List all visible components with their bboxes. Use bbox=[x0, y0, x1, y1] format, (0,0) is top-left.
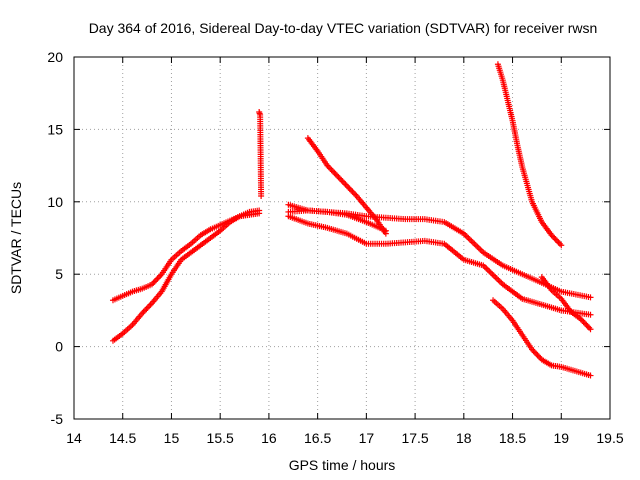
x-tick-label: 16.5 bbox=[304, 430, 331, 446]
x-tick-label: 16 bbox=[261, 430, 277, 446]
series-track-i bbox=[538, 274, 594, 333]
plot-frame bbox=[73, 56, 611, 420]
y-tick-label: 10 bbox=[47, 194, 63, 210]
x-axis-label: GPS time / hours bbox=[289, 457, 396, 473]
x-tick-label: 17 bbox=[359, 430, 375, 446]
series-track-f bbox=[304, 135, 389, 237]
chart-title: Day 364 of 2016, Sidereal Day-to-day VTE… bbox=[89, 20, 598, 36]
data-point bbox=[587, 372, 594, 379]
axis-ticks bbox=[73, 56, 611, 420]
series-track-h bbox=[285, 207, 389, 234]
y-tick-label: 20 bbox=[47, 49, 63, 65]
x-tick-label: 17.5 bbox=[401, 430, 428, 446]
x-tick-label: 15.5 bbox=[207, 430, 234, 446]
data-point bbox=[587, 311, 594, 318]
x-tick-label: 19 bbox=[553, 430, 569, 446]
y-tick-label: 5 bbox=[55, 266, 63, 282]
x-tick-label: 19.5 bbox=[596, 430, 623, 446]
data-point bbox=[558, 242, 565, 249]
x-tick-label: 14.5 bbox=[109, 430, 136, 446]
x-tick-label: 14 bbox=[66, 430, 82, 446]
y-tick-label: -5 bbox=[51, 411, 64, 427]
x-tick-label: 18 bbox=[456, 430, 472, 446]
x-tick-label: 18.5 bbox=[499, 430, 526, 446]
data-point bbox=[587, 294, 594, 301]
y-tick-label: 15 bbox=[47, 121, 63, 137]
series-track-g bbox=[490, 297, 594, 379]
series-track-c bbox=[256, 109, 265, 200]
x-tick-label: 15 bbox=[164, 430, 180, 446]
series-track-b bbox=[109, 210, 263, 344]
series-track-e bbox=[285, 213, 594, 318]
y-axis-label: SDTVAR / TECUs bbox=[8, 182, 24, 294]
data-point bbox=[256, 210, 263, 217]
data-points bbox=[109, 61, 594, 379]
series-track-j bbox=[494, 61, 565, 249]
y-tick-label: 0 bbox=[55, 339, 63, 355]
x-tick-labels: 14 14.5 15 15.5 16 16.5 17 17.5 18 18.5 19 19.5 bbox=[66, 430, 624, 446]
data-point bbox=[382, 227, 389, 234]
y-tick-labels: -5 0 5 10 15 20 bbox=[47, 49, 63, 427]
data-point bbox=[258, 193, 265, 200]
data-point bbox=[587, 326, 594, 333]
